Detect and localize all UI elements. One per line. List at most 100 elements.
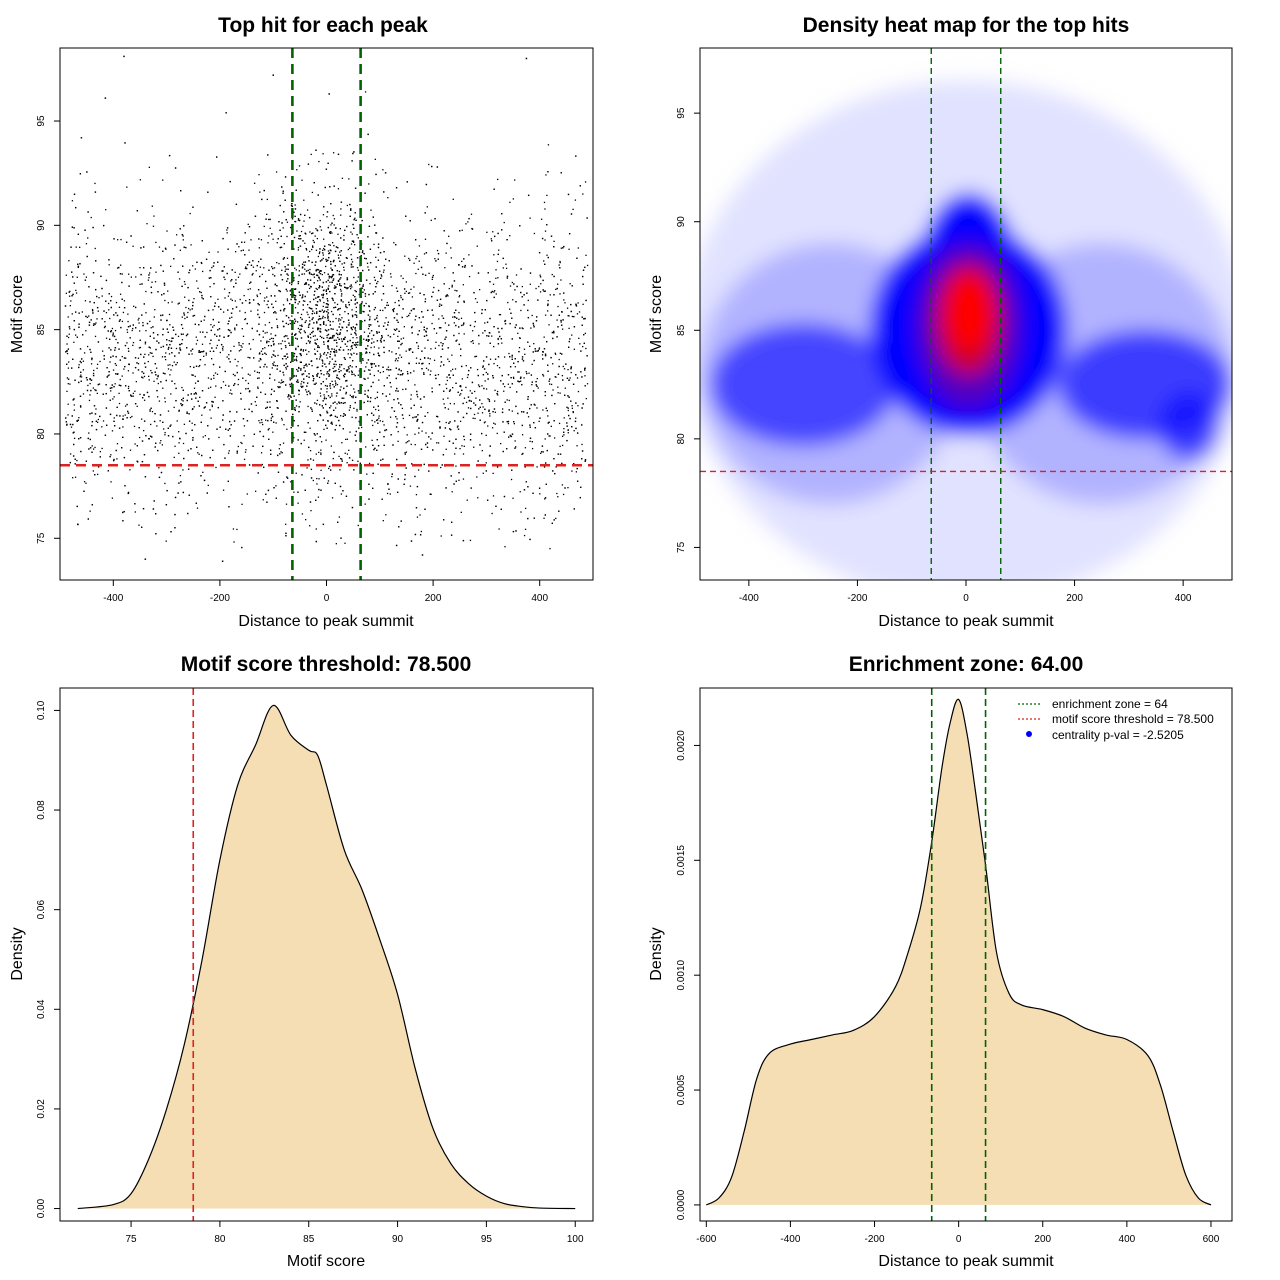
scatter-point (409, 259, 411, 261)
scatter-point (209, 342, 211, 345)
scatter-point (331, 335, 334, 337)
scatter-point (378, 365, 380, 367)
scatter-point (334, 370, 336, 372)
scatter-point (411, 296, 414, 298)
scatter-point (194, 375, 196, 378)
scatter-point (119, 378, 121, 381)
scatter-point (382, 366, 384, 368)
scatter-point (566, 422, 568, 424)
scatter-point (320, 383, 322, 385)
scatter-point (343, 375, 346, 378)
scatter-point (271, 303, 273, 305)
scatter-point (529, 345, 531, 347)
scatter-point (354, 375, 356, 377)
scatter-point (380, 277, 382, 279)
scatter-point (244, 318, 246, 321)
scatter-point (204, 434, 207, 437)
scatter-point (575, 417, 577, 419)
scatter-point (334, 355, 336, 357)
scatter-point (549, 294, 551, 296)
scatter-point (414, 443, 416, 446)
scatter-point (332, 214, 334, 217)
scatter-point (333, 259, 335, 262)
scatter-point (332, 299, 334, 302)
scatter-point (520, 511, 522, 513)
scatter-point (312, 375, 314, 378)
scatter-point (460, 511, 462, 513)
scatter-point (524, 507, 527, 510)
scatter-point (400, 370, 402, 372)
scatter-point (220, 343, 223, 346)
scatter-point (139, 346, 142, 349)
scatter-point (285, 410, 287, 412)
scatter-point (323, 301, 325, 304)
scatter-point (338, 320, 340, 322)
scatter-point (586, 264, 589, 267)
scatter-point (264, 332, 266, 334)
scatter-point (340, 300, 343, 302)
scatter-point (333, 278, 335, 280)
scatter-point (559, 267, 561, 269)
scatter-point (583, 318, 585, 320)
scatter-point (201, 414, 203, 416)
scatter-point (564, 387, 566, 389)
scatter-point (227, 452, 230, 454)
scatter-point (195, 365, 198, 367)
scatter-point (131, 415, 133, 418)
scatter-point (317, 255, 320, 258)
scatter-point (263, 466, 265, 469)
scatter-point (320, 469, 322, 472)
scatter-point (89, 510, 91, 512)
scatter-point (340, 285, 342, 287)
scatter-point (306, 365, 308, 367)
scatter-point (516, 285, 518, 288)
scatter-point (489, 358, 492, 360)
scatter-point (440, 342, 442, 344)
scatter-point (201, 240, 203, 242)
scatter-point (493, 291, 495, 293)
scatter-point (336, 303, 339, 306)
scatter-point (169, 265, 172, 268)
scatter-point (279, 246, 282, 249)
scatter-point (272, 431, 274, 433)
scatter-point (570, 213, 573, 215)
scatter-point (356, 410, 358, 412)
scatter-point (245, 267, 248, 270)
scatter-point (146, 391, 149, 394)
scatter-point (155, 271, 157, 273)
scatter-point (286, 428, 288, 430)
scatter-point (148, 375, 150, 378)
scatter-point (346, 462, 348, 464)
scatter-point (369, 351, 371, 354)
scatter-point (260, 452, 263, 454)
scatter-point (338, 338, 340, 341)
scatter-point (318, 277, 320, 279)
scatter-point (344, 343, 347, 345)
scatter-point (319, 436, 321, 438)
scatter-point (175, 234, 178, 236)
scatter-point (241, 241, 243, 243)
scatter-point (507, 383, 510, 385)
scatter-point (500, 442, 502, 445)
scatter-point (201, 297, 203, 299)
scatter-point (346, 453, 349, 455)
scatter-point (428, 436, 430, 438)
scatter-point (256, 330, 258, 332)
scatter-point (317, 496, 320, 498)
scatter-point (73, 320, 75, 322)
scatter-point (389, 493, 391, 495)
scatter-point (465, 401, 468, 404)
scatter-point (256, 377, 259, 379)
scatter-point (340, 319, 342, 321)
scatter-point (429, 358, 431, 360)
scatter-point (446, 294, 448, 296)
scatter-point (204, 336, 206, 338)
scatter-point (327, 345, 329, 347)
scatter-point (544, 239, 546, 241)
scatter-point (85, 243, 88, 245)
scatter-point (202, 331, 204, 333)
scatter-point (151, 205, 153, 207)
scatter-point (351, 315, 354, 318)
scatter-point (218, 436, 220, 439)
scatter-point (193, 393, 195, 395)
